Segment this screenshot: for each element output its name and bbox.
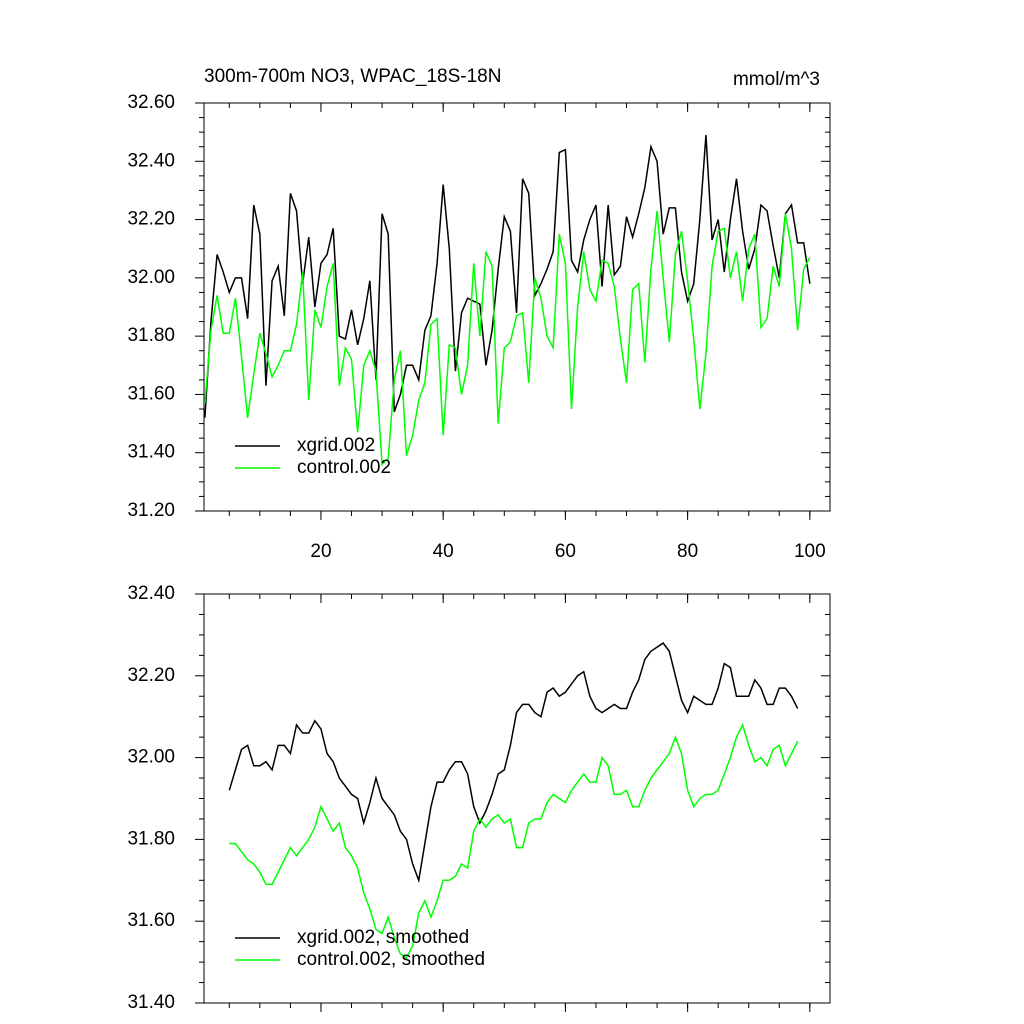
y-tick-label: 31.60: [127, 910, 175, 931]
panel: 31.40 31.60 31.80 32.00 32.20 32.40 xgrid.002,…: [127, 583, 831, 1013]
series-line: [229, 722, 799, 960]
y-tick-label: 32.40: [127, 583, 175, 604]
y-tick-label: 32.00: [127, 267, 175, 288]
y-tick-label: 32.20: [127, 665, 175, 686]
x-tick-label: 40: [433, 541, 454, 562]
y-tick-label: 32.40: [127, 150, 175, 171]
legend-label: xgrid.002, smoothed: [297, 927, 469, 948]
y-tick-label: 31.60: [127, 383, 175, 404]
legend-label: control.002, smoothed: [297, 949, 485, 970]
series-line: [228, 642, 799, 884]
legend-label: control.002: [297, 457, 391, 478]
chart-title: 300m-700m NO3, WPAC_18S-18N: [204, 66, 501, 87]
x-tick-label: 60: [555, 541, 576, 562]
x-tick-label: 100: [794, 541, 826, 562]
y-tick-label: 32.00: [127, 747, 175, 768]
y-tick-label: 31.20: [127, 500, 175, 521]
panel: 300m-700m NO3, WPAC_18S-18N mmol/m^3 31.20…: [127, 66, 831, 562]
series-line: [204, 135, 811, 418]
x-tick-label: 80: [677, 541, 698, 562]
legend-label: xgrid.002: [297, 435, 375, 456]
y-tick-label: 31.80: [127, 325, 175, 346]
x-tick-label: 20: [310, 541, 331, 562]
y-tick-label: 31.80: [127, 828, 175, 849]
y-tick-label: 31.40: [127, 992, 175, 1013]
y-tick-label: 31.40: [127, 442, 175, 463]
y-tick-label: 32.20: [127, 209, 175, 230]
units-label: mmol/m^3: [733, 69, 820, 90]
series-line: [204, 210, 811, 467]
y-tick-label: 32.60: [127, 92, 175, 113]
